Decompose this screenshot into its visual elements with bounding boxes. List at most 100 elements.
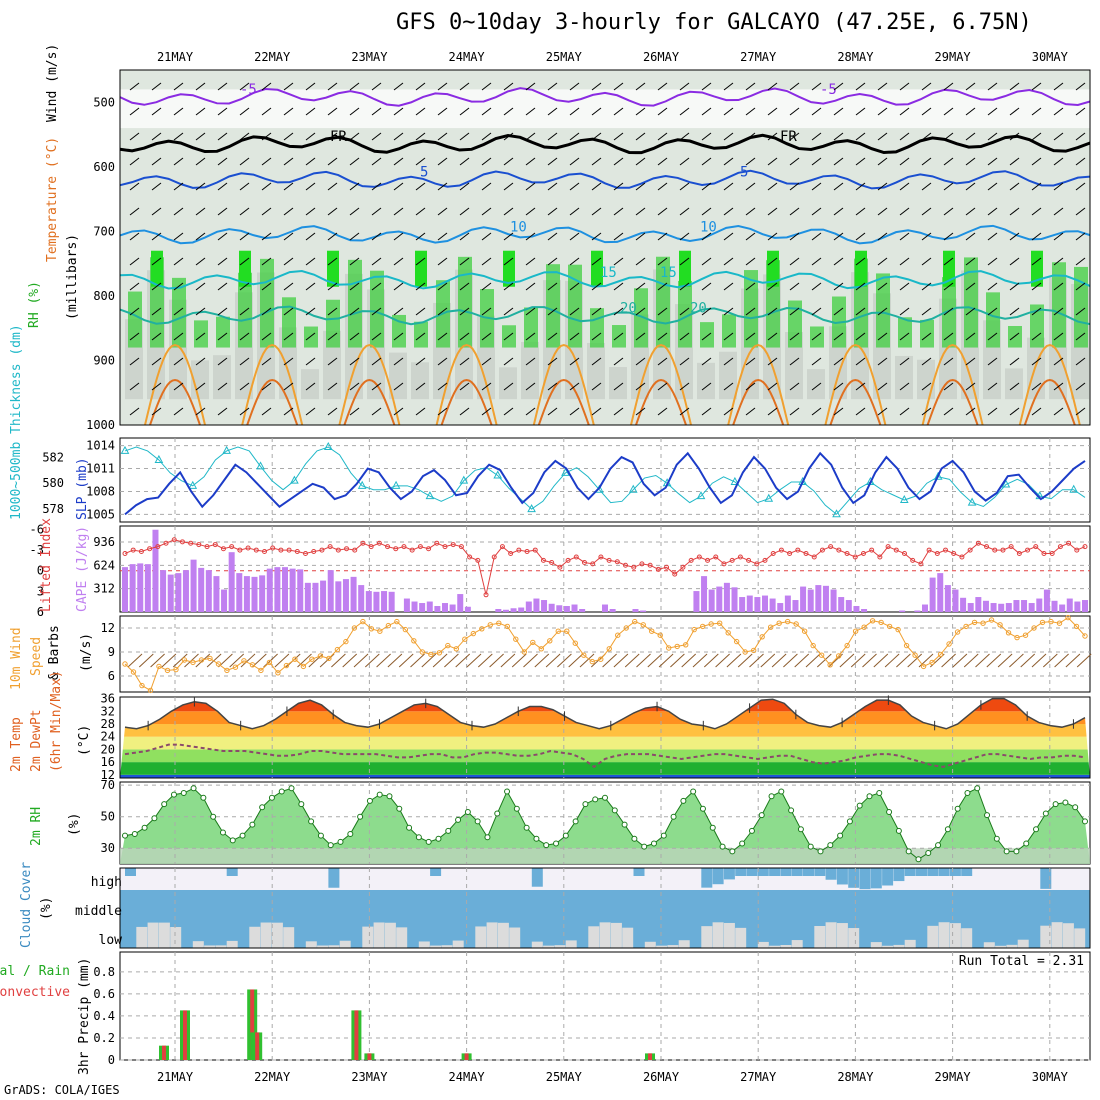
wind10m-marker	[462, 636, 468, 642]
rh-shade	[895, 355, 913, 400]
thickness-marker	[188, 480, 198, 489]
rh2m-marker	[582, 801, 589, 808]
wind-barb	[151, 407, 162, 416]
rh2m-marker	[1052, 801, 1059, 808]
wind10m-barb	[568, 653, 584, 668]
wind-barb	[811, 107, 822, 116]
wind10m-barb	[534, 653, 550, 668]
wind10m-marker	[334, 646, 341, 653]
wind-barb	[437, 257, 448, 266]
wind10m-barb	[941, 653, 956, 668]
rh2m-marker	[543, 842, 550, 849]
wind-barb	[173, 257, 184, 266]
wind-barb	[371, 357, 382, 366]
rh-shade	[499, 367, 517, 400]
rh2m-marker	[1003, 848, 1010, 855]
rh2m-marker	[249, 821, 256, 828]
precip-tick-label: 0.6	[93, 987, 115, 1001]
wind10m-marker	[589, 658, 595, 665]
lifted-index-marker	[1033, 544, 1039, 550]
rh2m-marker	[1023, 840, 1030, 847]
wind-barb	[217, 382, 228, 391]
cloud-low-gap	[836, 923, 848, 948]
wind-barb	[459, 82, 470, 91]
wind-barb	[393, 332, 404, 341]
wind10m-marker	[869, 618, 876, 624]
cape-bar	[1013, 600, 1020, 612]
wind-barb	[899, 382, 910, 391]
wind-barb	[1075, 132, 1086, 141]
wind-barb	[569, 282, 580, 291]
wind-barb	[701, 282, 712, 291]
precip-convective-bar	[648, 1053, 652, 1060]
wind10m-tick-label: 6	[108, 669, 115, 683]
wind-barb	[855, 107, 866, 116]
rh2m-marker	[504, 788, 511, 795]
lifted-index-marker	[598, 554, 604, 560]
cloud-low-gap	[215, 945, 227, 948]
wind-barb	[833, 107, 844, 116]
cloud-low-gap	[339, 940, 351, 948]
cloud-high-bar	[328, 868, 340, 888]
wind-barb	[899, 207, 910, 216]
rh2m-marker	[396, 805, 403, 812]
rh2m-marker	[494, 810, 501, 817]
wind10m-marker	[649, 628, 655, 634]
rh2m-marker	[523, 824, 530, 831]
wind10m-barb	[692, 653, 708, 668]
wind-barb	[767, 107, 778, 116]
lifted-index-marker	[450, 542, 456, 548]
cape-bar	[815, 585, 822, 612]
wind-barb	[305, 307, 316, 316]
wind-barb	[899, 132, 910, 141]
cloud-low-gap	[983, 942, 995, 948]
cloud-high-bar	[814, 868, 826, 876]
cape-bar	[579, 609, 586, 612]
lifted-index-marker	[696, 554, 702, 560]
thickness-axis-label: 1000~500mb Thickness (dm)	[9, 324, 24, 520]
cape-bar	[762, 595, 768, 612]
wind-barb	[745, 157, 756, 166]
wind-barb	[569, 207, 580, 216]
rh2m-marker	[464, 808, 471, 815]
wind-barb	[283, 207, 294, 216]
date-tick-bottom: 27MAY	[740, 1070, 777, 1084]
wind-barb	[415, 357, 426, 366]
wind-barb	[371, 382, 382, 391]
rh-green-shade	[810, 326, 824, 348]
wind10m-barb	[1076, 653, 1092, 668]
wind-barb	[657, 232, 668, 241]
wind-barb	[855, 82, 866, 91]
cape-bar	[861, 609, 868, 612]
rh2m-marker	[259, 804, 266, 811]
wind-barb	[283, 407, 294, 416]
cloud-high-bar	[870, 868, 882, 889]
wind-barb	[459, 132, 470, 141]
precip-convective-bar	[255, 1032, 260, 1060]
dewpt-axis-label: 2m DewPt	[29, 709, 44, 772]
wind-barb	[877, 382, 888, 391]
thickness-marker	[290, 475, 299, 484]
wind-barb	[327, 82, 338, 91]
wind-barb	[1053, 232, 1064, 241]
wind-barb	[569, 82, 580, 91]
wind10m-marker	[708, 621, 714, 627]
warm-isotherm	[246, 378, 299, 426]
rh-green-shade	[656, 256, 670, 348]
wind10m-marker	[1048, 618, 1054, 625]
wind-barb	[833, 332, 844, 341]
wind-barb	[217, 232, 228, 241]
cape-bar	[137, 563, 144, 612]
temp-band	[120, 736, 1090, 750]
wind10m-barb	[828, 653, 843, 668]
cape-bar	[1066, 598, 1073, 612]
rh-green-shade	[678, 280, 692, 348]
wind-barb	[987, 232, 998, 241]
wind-barb	[1031, 407, 1042, 416]
cape-bar	[518, 607, 525, 612]
wind10m-tick-label: 12	[101, 621, 115, 635]
temp2m-tick-label: 24	[101, 730, 115, 744]
cloud-high-bar	[531, 868, 543, 887]
rh-high-shade	[503, 250, 515, 287]
wind-barb	[503, 157, 514, 166]
